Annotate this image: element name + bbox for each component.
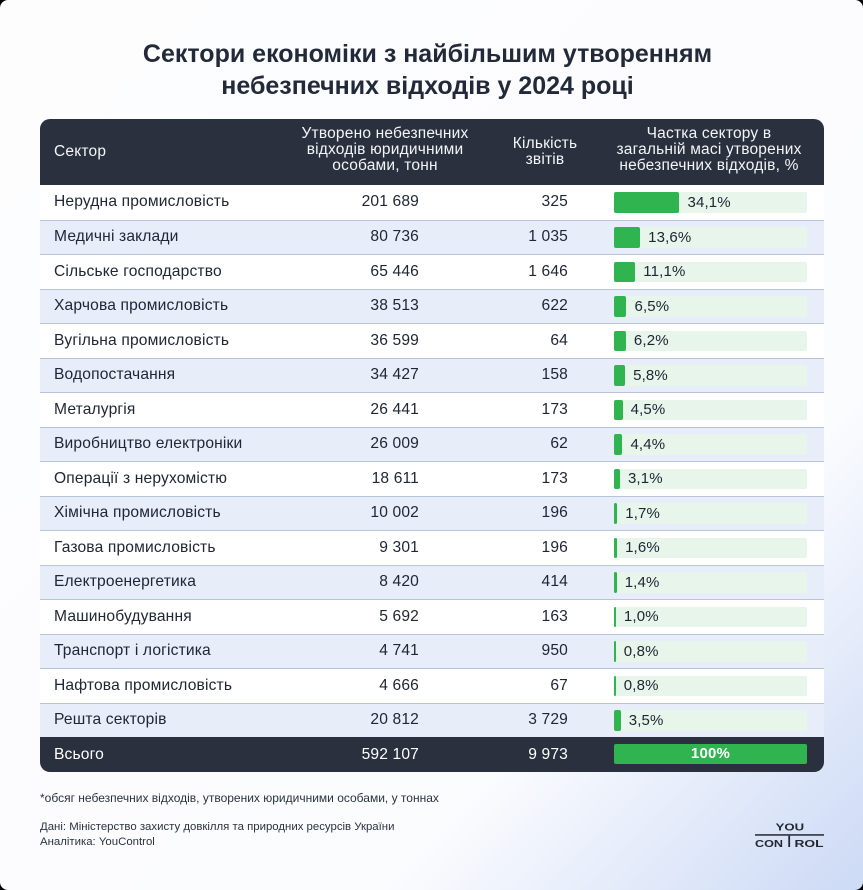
svg-text:ROL: ROL (795, 838, 825, 850)
svg-text:CON: CON (755, 838, 783, 850)
svg-text:YOU: YOU (776, 822, 805, 834)
